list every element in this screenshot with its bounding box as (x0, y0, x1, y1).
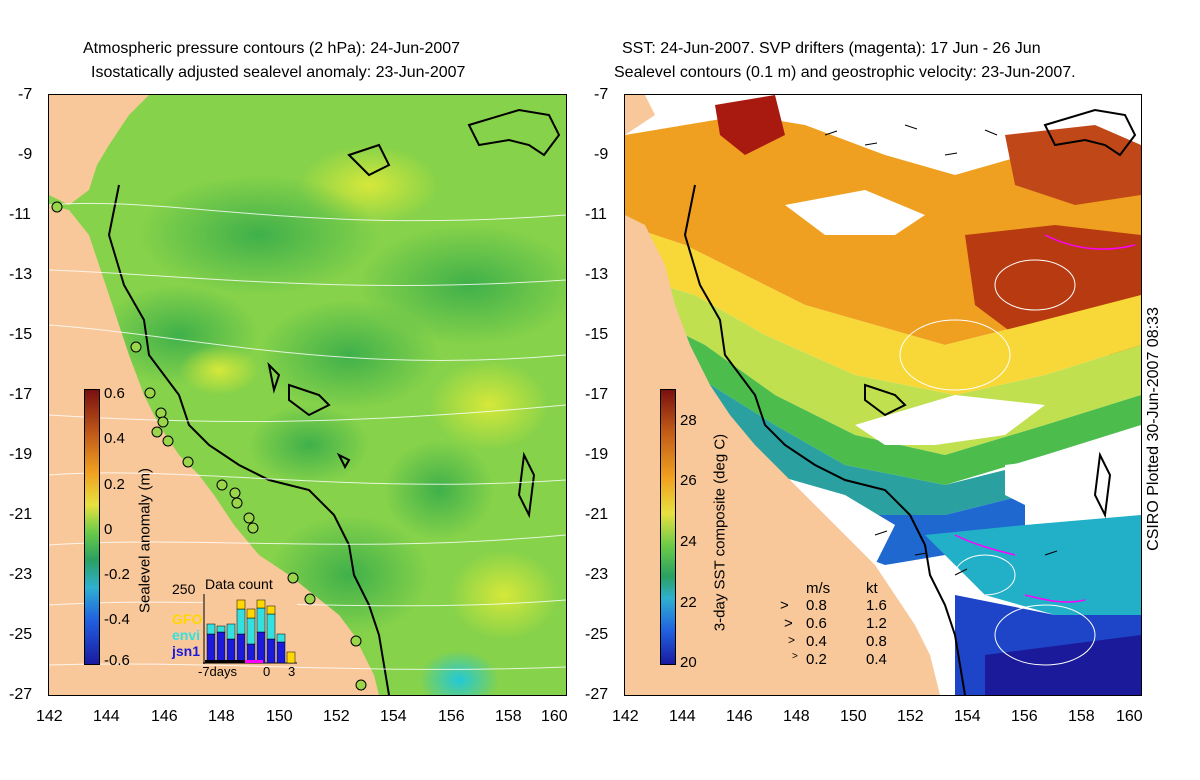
sst-map-svg (625, 95, 1141, 695)
right-lon-tick-2: 146 (726, 708, 753, 725)
right-lon-tick-0: 142 (612, 708, 639, 725)
sealevel-tick-4: -0.2 (104, 566, 130, 583)
right-lon-tick-9: 160 (1116, 708, 1143, 725)
right-lat-tick-4: -15 (585, 326, 609, 343)
left-title-line2: Isostatically adjusted sealevel anomaly:… (91, 64, 466, 81)
left-lat-tick-8: -23 (9, 566, 33, 583)
sst-tick-3: 22 (680, 594, 697, 611)
velocity-kt-1: 1.6 (866, 597, 887, 614)
right-lon-tick-8: 158 (1068, 708, 1095, 725)
right-lat-tick-2: -11 (585, 206, 607, 223)
right-lon-tick-5: 152 (897, 708, 924, 725)
right-lat-tick-7: -21 (585, 506, 609, 523)
sealevel-tick-5: -0.4 (104, 611, 130, 628)
right-lon-tick-4: 150 (840, 708, 867, 725)
right-lon-tick-7: 156 (1011, 708, 1038, 725)
velocity-kt-2: 1.2 (866, 615, 887, 632)
data-count-xlabel-end: 3 (288, 664, 296, 679)
left-lon-tick-3: 148 (208, 708, 235, 725)
left-lat-tick-7: -21 (9, 506, 33, 523)
right-lon-tick-1: 144 (669, 708, 696, 725)
sealevel-anomaly-map (48, 94, 567, 696)
sst-colorbar (660, 389, 676, 665)
left-lon-tick-2: 146 (151, 708, 178, 725)
left-lat-tick-9: -25 (9, 626, 33, 643)
left-lat-tick-2: -11 (9, 206, 31, 223)
sealevel-tick-3: 0 (104, 521, 113, 538)
right-lat-tick-3: -13 (585, 266, 609, 283)
right-lat-tick-0: -7 (594, 86, 609, 103)
right-lon-tick-3: 148 (783, 708, 810, 725)
sst-map (624, 94, 1142, 696)
sealevel-tick-6: -0.6 (104, 652, 130, 669)
right-title-line1: SST: 24-Jun-2007. SVP drifters (magenta)… (622, 40, 1041, 57)
right-lat-tick-9: -25 (585, 626, 609, 643)
velocity-header-ms: m/s (806, 580, 831, 597)
left-lon-tick-0: 142 (36, 708, 63, 725)
right-lat-tick-6: -19 (585, 446, 609, 463)
data-count-legend-gfo: GFO (172, 611, 203, 627)
left-lat-tick-1: -9 (18, 146, 33, 163)
left-lon-tick-6: 154 (380, 708, 407, 725)
right-lat-tick-10: -27 (585, 686, 609, 703)
data-count-xlabel-start: -7days (198, 664, 238, 679)
left-lon-tick-1: 144 (93, 708, 120, 725)
right-lat-tick-1: -9 (594, 146, 609, 163)
left-lon-tick-9: 160 (541, 708, 568, 725)
data-count-xlabel-zero: 0 (263, 664, 271, 679)
sst-tick-0: 28 (680, 412, 697, 429)
left-lat-tick-0: -7 (18, 86, 33, 103)
data-count-histogram (203, 594, 297, 664)
sealevel-tick-2: 0.2 (104, 476, 125, 493)
left-lat-tick-10: -27 (9, 686, 33, 703)
left-lat-tick-4: -15 (9, 326, 33, 343)
left-lat-tick-5: -17 (9, 386, 33, 403)
sst-tick-1: 26 (680, 472, 697, 489)
velocity-kt-4: 0.4 (866, 651, 887, 668)
data-count-legend-envi: envi (172, 627, 201, 643)
right-lon-tick-6: 154 (954, 708, 981, 725)
velocity-ms-1: 0.8 (806, 597, 827, 614)
right-title-line2: Sealevel contours (0.1 m) and geostrophi… (614, 64, 1076, 81)
right-lat-tick-8: -23 (585, 566, 609, 583)
left-lon-tick-5: 152 (323, 708, 350, 725)
sealevel-colorbar-label: Sealevel anomaly (m) (136, 467, 154, 614)
velocity-header-kt: kt (866, 580, 878, 597)
velocity-arrow-4: > (792, 651, 798, 662)
sealevel-colorbar (84, 389, 100, 665)
left-lon-tick-7: 156 (438, 708, 465, 725)
left-lat-tick-3: -13 (9, 266, 33, 283)
sst-colorbar-label: 3-day SST composite (deg C) (711, 433, 729, 632)
left-lon-tick-8: 158 (495, 708, 522, 725)
left-lon-tick-4: 150 (266, 708, 293, 725)
sealevel-tick-0: 0.6 (104, 385, 125, 402)
velocity-ms-4: 0.2 (806, 651, 827, 668)
velocity-arrow-3: > (788, 633, 796, 647)
plot-credit: CSIRO Plotted 30-Jun-2007 08:33 (1145, 307, 1162, 551)
data-count-ymax: 250 (172, 581, 196, 597)
velocity-ms-3: 0.4 (806, 633, 827, 650)
velocity-arrow-1: > (780, 597, 789, 614)
sealevel-anomaly-map-svg (49, 95, 566, 695)
velocity-kt-3: 0.8 (866, 633, 887, 650)
sealevel-tick-1: 0.4 (104, 430, 125, 447)
right-lat-tick-5: -17 (585, 386, 609, 403)
left-title-line1: Atmospheric pressure contours (2 hPa): 2… (83, 40, 461, 57)
data-count-title: Data count (205, 576, 273, 592)
velocity-arrow-2: > (784, 615, 793, 632)
data-count-legend-jsn1: jsn1 (172, 643, 201, 659)
velocity-ms-2: 0.6 (806, 615, 827, 632)
sst-tick-2: 24 (680, 533, 697, 550)
sst-tick-4: 20 (680, 654, 697, 671)
left-lat-tick-6: -19 (9, 446, 33, 463)
